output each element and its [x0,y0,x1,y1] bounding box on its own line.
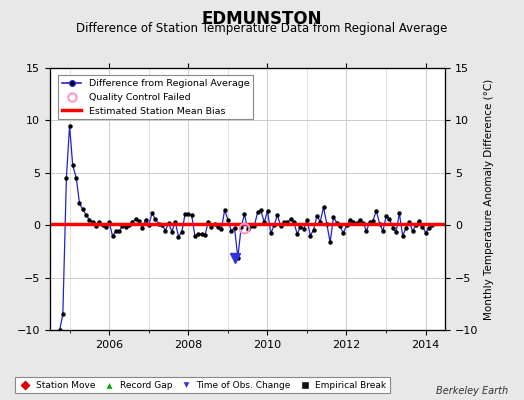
Legend: Difference from Regional Average, Quality Control Failed, Estimated Station Mean: Difference from Regional Average, Qualit… [59,75,253,119]
Text: EDMUNSTON: EDMUNSTON [202,10,322,28]
Text: Berkeley Earth: Berkeley Earth [436,386,508,396]
Text: Difference of Station Temperature Data from Regional Average: Difference of Station Temperature Data f… [77,22,447,35]
Y-axis label: Monthly Temperature Anomaly Difference (°C): Monthly Temperature Anomaly Difference (… [484,78,494,320]
Legend: Station Move, Record Gap, Time of Obs. Change, Empirical Break: Station Move, Record Gap, Time of Obs. C… [15,377,390,394]
